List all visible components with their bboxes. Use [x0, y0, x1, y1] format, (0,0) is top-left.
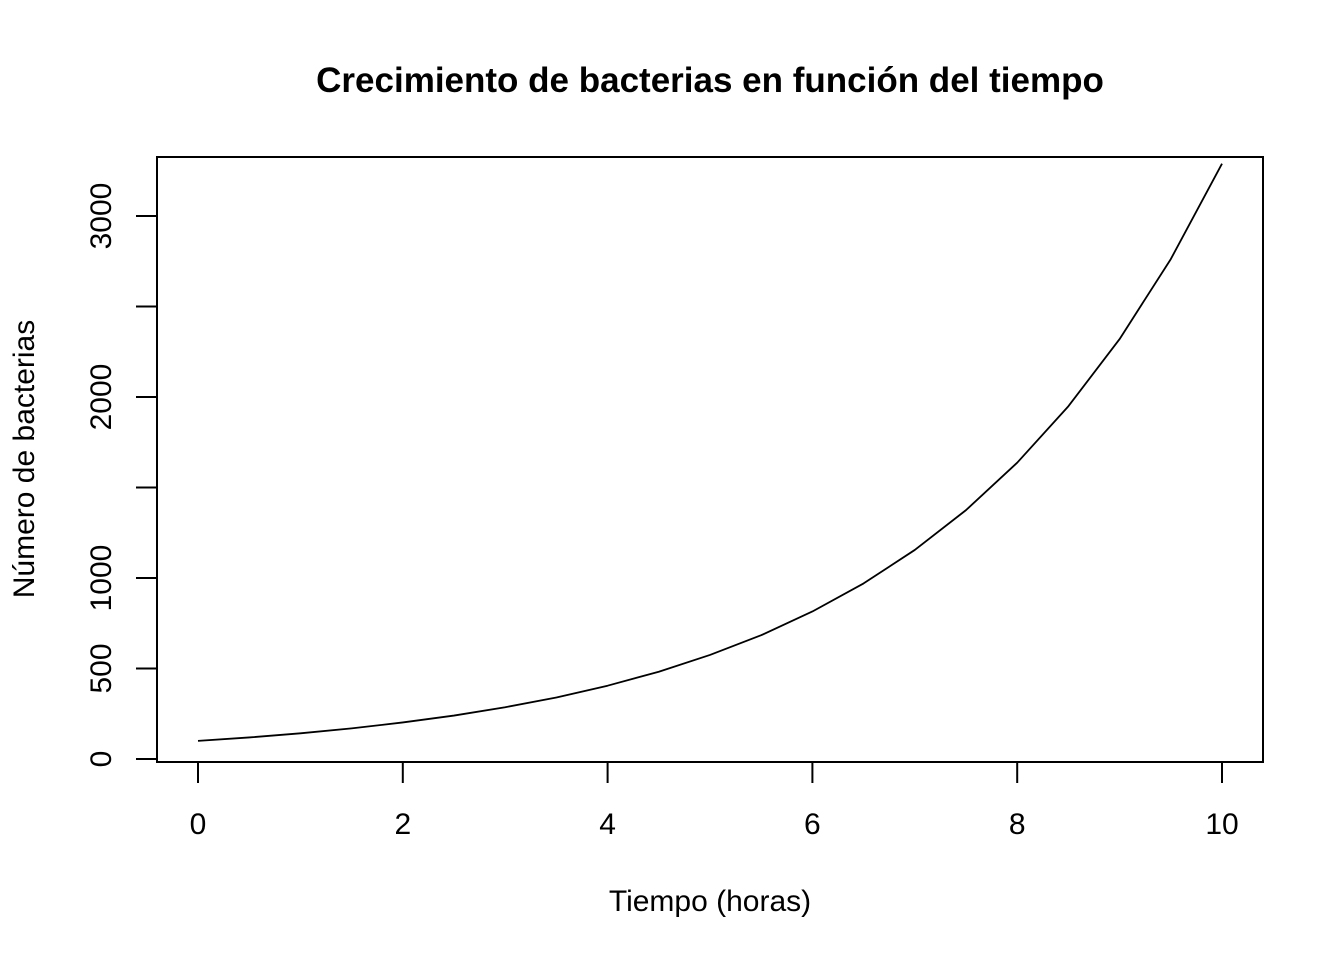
- y-axis: 0 500 1000 2000 3000: [85, 183, 158, 768]
- y-axis-label: Número de bacterias: [8, 320, 41, 598]
- chart-title: Crecimiento de bacterias en función del …: [316, 61, 1104, 100]
- y-tick-label: 0: [85, 751, 118, 768]
- series-line: [197, 163, 1223, 742]
- plot-frame: [156, 156, 1264, 763]
- x-axis-label: Tiempo (horas): [609, 885, 811, 918]
- y-tick-label: 2000: [85, 364, 118, 431]
- x-tick-label: 0: [190, 808, 207, 841]
- x-tick-label: 6: [804, 808, 821, 841]
- x-tick-label: 8: [1009, 808, 1026, 841]
- x-tick-label: 4: [599, 808, 616, 841]
- x-axis: 0 2 4 6 8 10: [190, 761, 1239, 841]
- y-tick-label: 500: [85, 643, 118, 693]
- x-tick-label: 2: [394, 808, 411, 841]
- y-tick-label: 1000: [85, 545, 118, 612]
- x-tick-label: 10: [1205, 808, 1238, 841]
- y-tick-label: 3000: [85, 183, 118, 250]
